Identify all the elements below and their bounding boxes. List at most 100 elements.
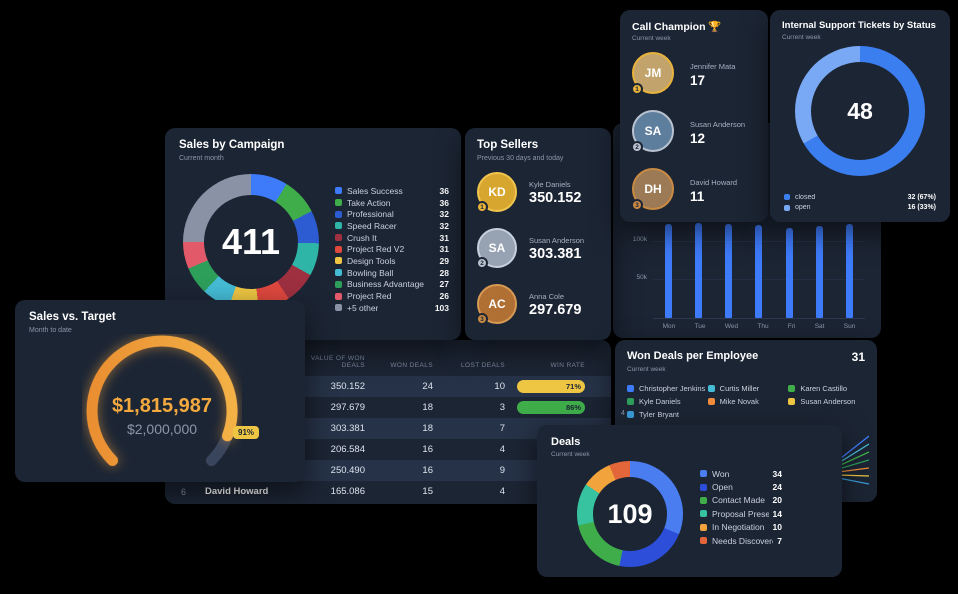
card-subtitle: Month to date bbox=[29, 327, 72, 334]
legend-item[interactable]: Kyle Daniels bbox=[627, 397, 708, 406]
legend-swatch bbox=[335, 187, 342, 195]
legend-item[interactable]: Susan Anderson bbox=[788, 397, 869, 406]
legend-label: Project Red V2 bbox=[347, 244, 405, 255]
person-value: 297.679 bbox=[529, 302, 582, 318]
legend-item[interactable]: Mike Novak bbox=[707, 397, 789, 406]
support-donut-chart[interactable]: 48 bbox=[795, 46, 925, 176]
legend-swatch bbox=[335, 292, 342, 300]
list-item[interactable]: DH 3 David Howard 11 bbox=[631, 168, 760, 218]
donut-hole bbox=[811, 62, 909, 160]
legend-item[interactable]: Take Action 36 bbox=[335, 197, 449, 209]
list-item[interactable]: SA 2 Susan Anderson 12 bbox=[631, 110, 760, 160]
bar[interactable] bbox=[785, 228, 793, 318]
table-header: VALUE OF WON DEALS WON DEALS LOST DEALS WIN… bbox=[165, 340, 611, 376]
bar[interactable] bbox=[725, 224, 733, 318]
legend-item[interactable]: Speed Racer 32 bbox=[335, 220, 449, 232]
axis-label: Wed bbox=[724, 323, 739, 330]
donut-hole bbox=[593, 477, 667, 551]
bar[interactable] bbox=[755, 225, 763, 318]
legend-value: 26 bbox=[439, 291, 449, 302]
legend-item[interactable]: Project Red V2 31 bbox=[335, 243, 449, 255]
table-row[interactable]: 6 David Howard 165.086 15 4 bbox=[165, 481, 611, 502]
cell-won-value: 250.490 bbox=[330, 465, 365, 476]
legend-item[interactable]: In Negotiation 10 bbox=[700, 521, 782, 534]
legend-item[interactable]: Contact Made 20 bbox=[700, 494, 782, 507]
person-name: David Howard bbox=[690, 178, 738, 187]
bar[interactable] bbox=[816, 226, 824, 318]
y-axis-tick: 4 bbox=[621, 410, 625, 417]
rank-badge: 1 bbox=[631, 83, 643, 95]
legend-swatch bbox=[700, 523, 707, 531]
legend-label: Susan Anderson bbox=[800, 397, 856, 406]
legend-item[interactable]: Professional 32 bbox=[335, 208, 449, 220]
call-champion-card: Call Champion 🏆 Current week JM 1 Jennifer… bbox=[620, 10, 768, 222]
legend-item[interactable]: Tyler Bryant bbox=[627, 410, 708, 419]
campaign-legend: Sales Success 36 Take Action 36 Professional… bbox=[335, 185, 449, 314]
rank-badge: 3 bbox=[476, 313, 488, 325]
legend-item[interactable]: Proposal Presented14 bbox=[700, 507, 782, 520]
legend-item[interactable]: Design Tools 29 bbox=[335, 255, 449, 267]
legend-item[interactable]: Curtis Miller bbox=[707, 384, 789, 393]
person-value: 12 bbox=[690, 131, 706, 146]
legend-label: Professional bbox=[347, 209, 394, 220]
column-header: VALUE OF WON DEALS bbox=[310, 355, 365, 369]
legend-swatch bbox=[700, 537, 707, 545]
list-item[interactable]: KD 1 Kyle Daniels 350.152 bbox=[476, 172, 603, 222]
legend-item[interactable]: Project Red 26 bbox=[335, 290, 449, 302]
legend-label: Curtis Miller bbox=[719, 384, 760, 393]
legend-value: 32 (67%) bbox=[907, 193, 936, 201]
legend-swatch bbox=[335, 210, 342, 218]
legend-swatch bbox=[335, 269, 342, 277]
list-item[interactable]: SA 2 Susan Anderson 303.381 bbox=[476, 228, 603, 278]
table-row[interactable]: 297.679 18 3 86% bbox=[165, 397, 611, 418]
card-title: Top Sellers bbox=[477, 139, 539, 151]
legend-item[interactable]: Won 34 bbox=[700, 467, 782, 480]
legend-swatch bbox=[784, 204, 790, 211]
avatar: SA 2 bbox=[476, 228, 517, 269]
won-deals-legend: Christopher Jenkins Curtis Miller Karen Ca… bbox=[627, 384, 869, 419]
legend-label: Karen Castillo bbox=[800, 384, 848, 393]
cell-won-deals: 16 bbox=[422, 465, 433, 476]
deals-donut-chart[interactable]: 109 bbox=[577, 461, 683, 567]
support-tickets-card: Internal Support Tickets by Status Curre… bbox=[770, 10, 950, 222]
person-value: 350.152 bbox=[529, 190, 582, 206]
rank-badge: 2 bbox=[631, 141, 643, 153]
cell-rank: 6 bbox=[181, 486, 187, 497]
table-row[interactable]: 206.584 16 4 bbox=[165, 439, 611, 460]
legend-swatch bbox=[335, 280, 342, 288]
legend-item[interactable]: Christopher Jenkins bbox=[627, 384, 708, 393]
legend-item[interactable]: Karen Castillo bbox=[788, 384, 869, 393]
campaign-donut-chart[interactable]: 411 bbox=[183, 174, 319, 310]
legend-item[interactable]: Needs Discovered 7 bbox=[700, 534, 782, 547]
donut-total: 411 bbox=[221, 221, 281, 262]
legend-item[interactable]: Sales Success 36 bbox=[335, 185, 449, 197]
gauge-value: $1,815,987 bbox=[111, 395, 213, 417]
list-item[interactable]: JM 1 Jennifer Mata 17 bbox=[631, 52, 760, 102]
axis-label: Sun bbox=[843, 323, 856, 330]
card-title: Won Deals per Employee bbox=[627, 350, 759, 362]
legend-item[interactable]: Open 24 bbox=[700, 480, 782, 493]
legend-item[interactable]: Business Advantage 27 bbox=[335, 279, 449, 291]
bar[interactable] bbox=[694, 223, 702, 318]
cell-win-rate: 86% bbox=[505, 401, 585, 414]
y-axis-tick: 100k bbox=[632, 236, 647, 243]
legend-swatch bbox=[700, 510, 707, 518]
x-axis-labels: Mon Tue Wed Thu Fri Sat Sun bbox=[653, 323, 865, 330]
legend-value: 31 bbox=[439, 244, 449, 255]
legend-item[interactable]: +5 other 103 bbox=[335, 302, 449, 314]
legend-label: Take Action bbox=[347, 197, 391, 208]
legend-item[interactable]: open 16 (33%) bbox=[784, 203, 936, 214]
cell-won-value: 350.152 bbox=[330, 381, 365, 392]
legend-item[interactable]: Crush It 31 bbox=[335, 232, 449, 244]
person-value: 11 bbox=[690, 189, 705, 204]
legend-item[interactable]: Bowling Ball 28 bbox=[335, 267, 449, 279]
legend-swatch bbox=[335, 222, 342, 230]
bar[interactable] bbox=[846, 224, 854, 318]
legend-item[interactable]: closed 32 (67%) bbox=[784, 192, 936, 203]
bar[interactable] bbox=[664, 224, 672, 318]
column-header: WIN RATE bbox=[550, 362, 585, 369]
list-item[interactable]: AC 3 Anna Cole 297.679 bbox=[476, 284, 603, 334]
legend-label: Christopher Jenkins bbox=[639, 384, 706, 393]
legend-swatch bbox=[700, 483, 707, 491]
